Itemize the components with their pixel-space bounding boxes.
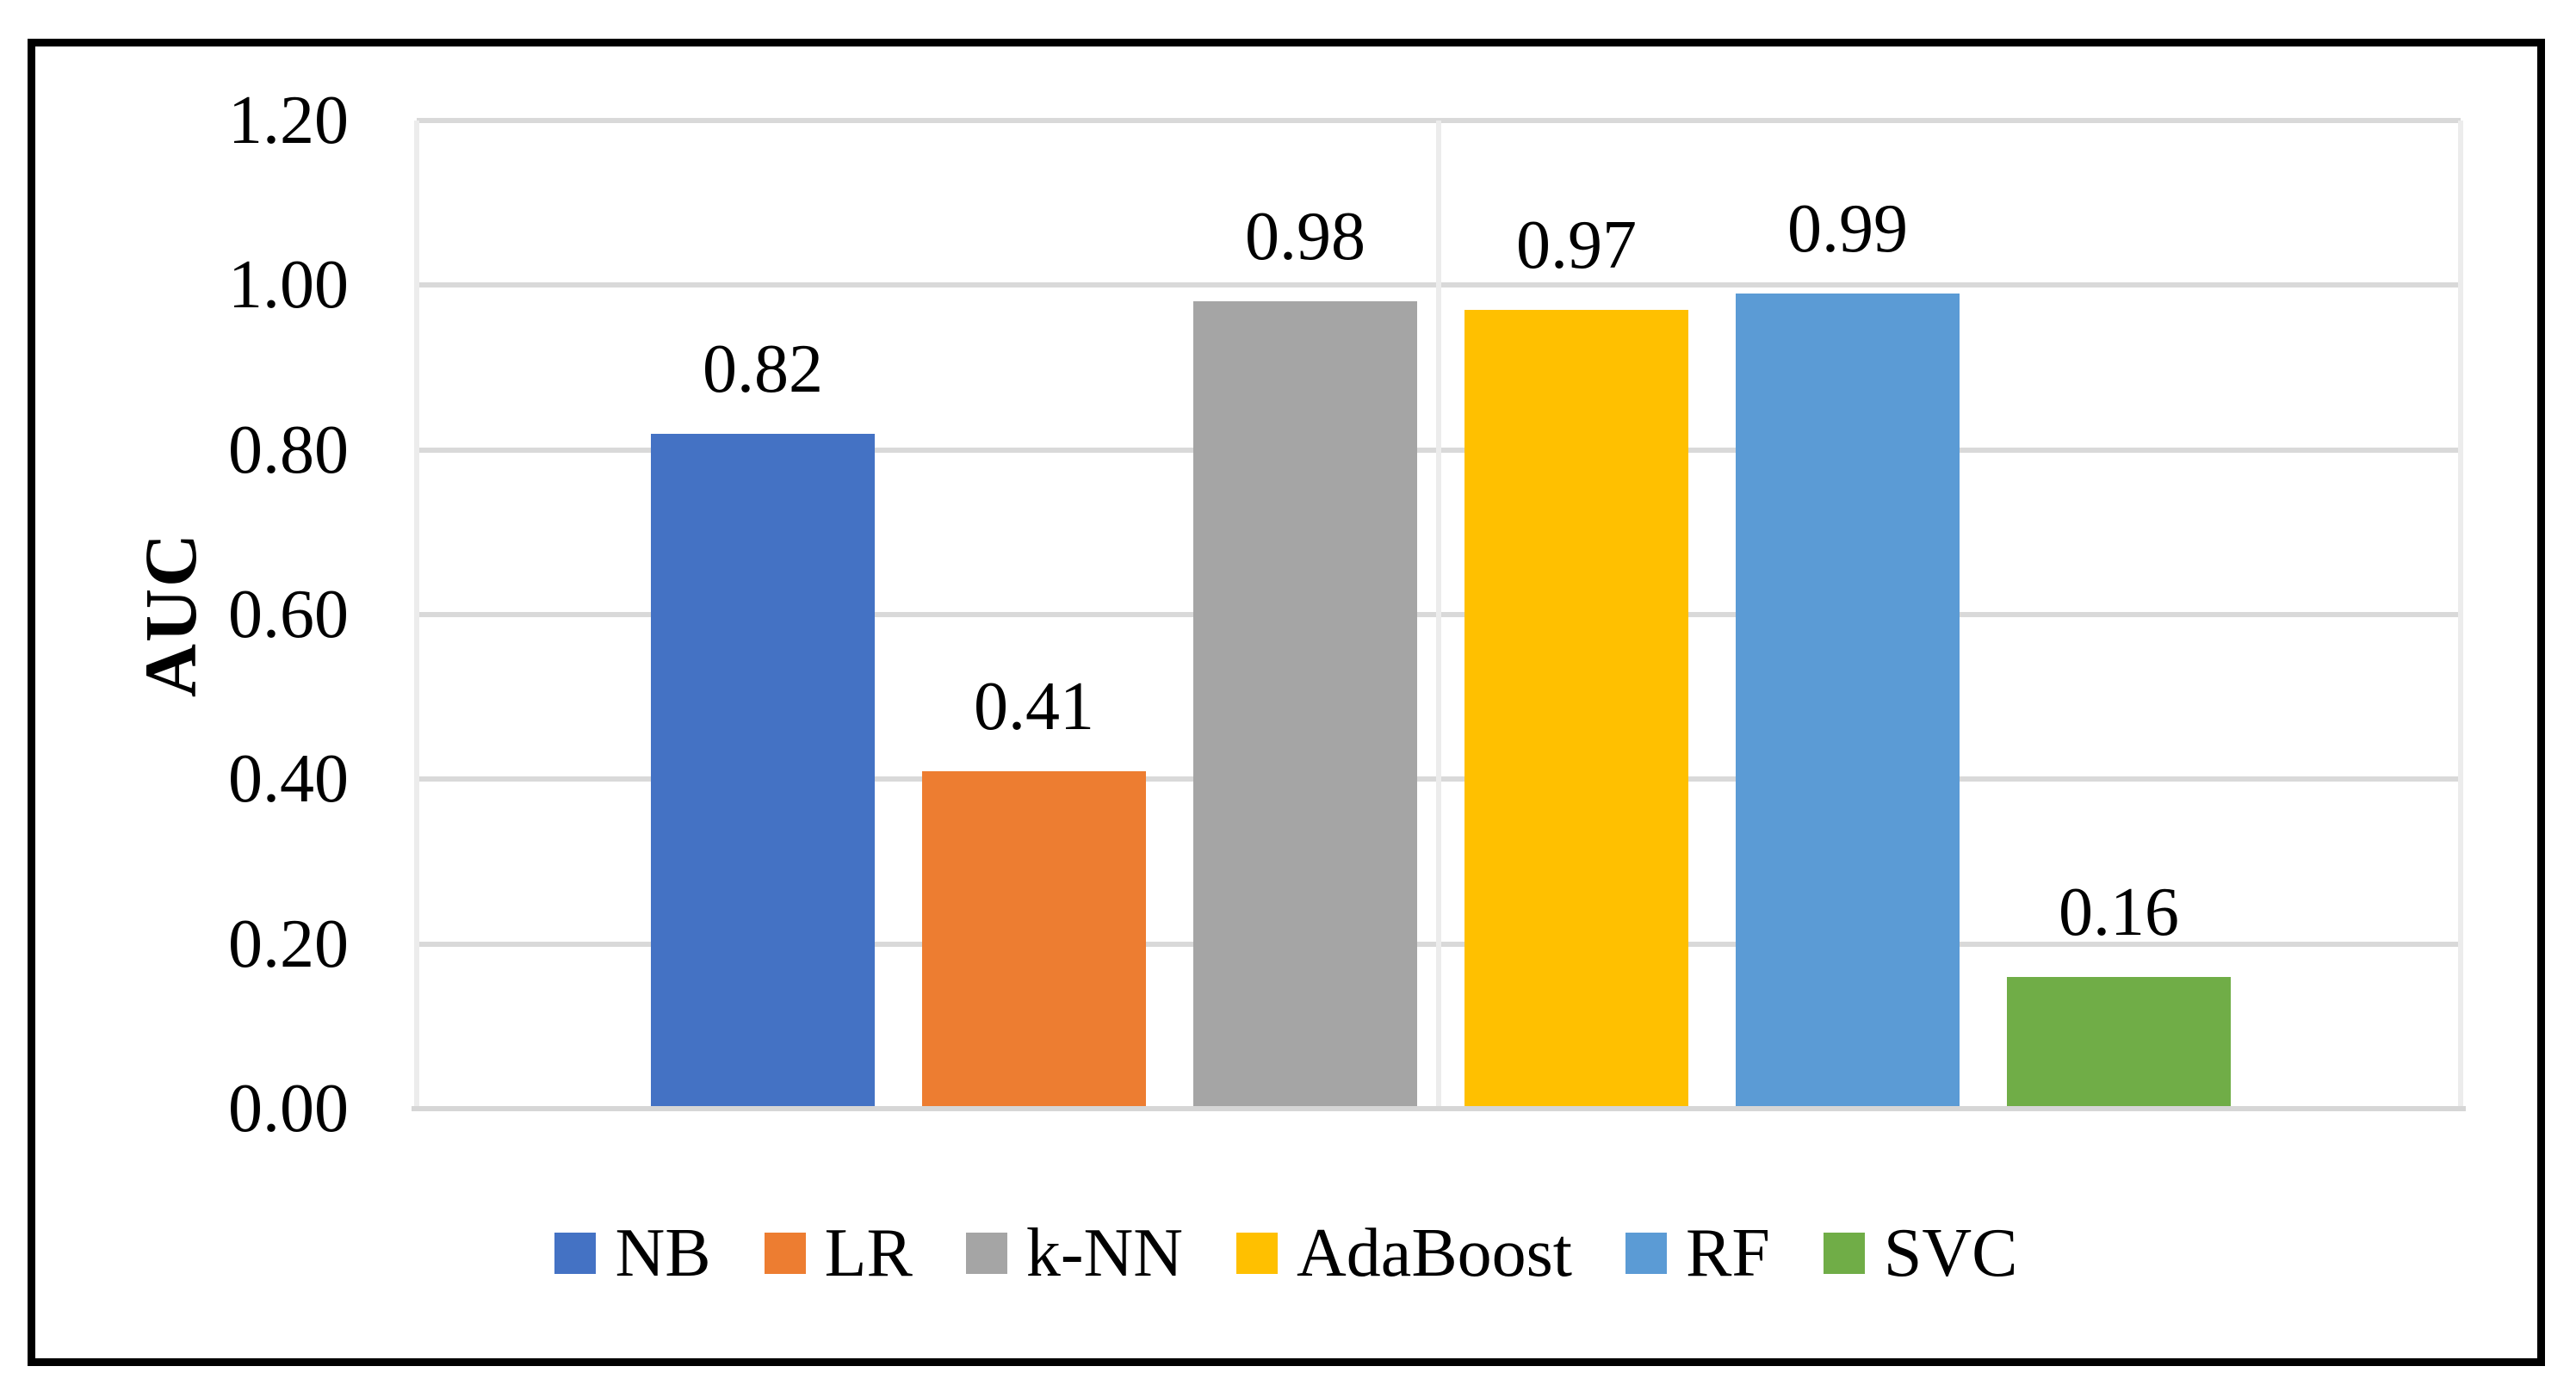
legend-label: LR bbox=[824, 1215, 913, 1291]
gridline-v bbox=[2458, 121, 2463, 1109]
bar-value-label-NB: 0.82 bbox=[703, 331, 823, 407]
bar-NB bbox=[651, 434, 875, 1109]
legend-label: NB bbox=[615, 1215, 711, 1291]
bar-AdaBoost bbox=[1464, 310, 1688, 1109]
y-tick-label: 1.20 bbox=[228, 83, 349, 158]
bar-value-label-LR: 0.41 bbox=[974, 669, 1094, 745]
bar-value-label-RF: 0.99 bbox=[1787, 191, 1908, 267]
legend-item-LR: LR bbox=[764, 1215, 913, 1291]
legend: NB LR k-NN AdaBoost RF SVC bbox=[35, 1212, 2537, 1295]
bar-k-NN bbox=[1193, 301, 1417, 1109]
y-tick-label: 0.80 bbox=[228, 411, 349, 488]
y-tick-label: 0.60 bbox=[228, 577, 349, 652]
bar-RF bbox=[1736, 294, 1960, 1109]
legend-label: SVC bbox=[1883, 1215, 2018, 1291]
legend-swatch-NB bbox=[554, 1233, 597, 1274]
legend-item-k-NN: k-NN bbox=[965, 1215, 1184, 1291]
y-tick-label: 0.00 bbox=[228, 1071, 349, 1147]
legend-swatch-SVC bbox=[1823, 1233, 1865, 1274]
gridline-v bbox=[414, 121, 419, 1109]
bar-value-label-AdaBoost: 0.97 bbox=[1516, 207, 1637, 283]
legend-item-RF: RF bbox=[1625, 1215, 1770, 1291]
bar-SVC bbox=[2007, 977, 2231, 1109]
bar-LR bbox=[922, 771, 1146, 1109]
legend-label: RF bbox=[1686, 1215, 1770, 1291]
y-tick-label: 0.20 bbox=[228, 906, 349, 982]
legend-label: AdaBoost bbox=[1297, 1215, 1573, 1291]
bar-value-label-k-NN: 0.98 bbox=[1245, 199, 1365, 275]
legend-swatch-LR bbox=[764, 1233, 806, 1274]
legend-item-AdaBoost: AdaBoost bbox=[1236, 1215, 1572, 1291]
y-tick-label: 1.00 bbox=[228, 247, 349, 324]
x-axis-line bbox=[412, 1106, 2466, 1111]
gridline-v bbox=[1436, 121, 1441, 1109]
legend-item-NB: NB bbox=[554, 1215, 711, 1291]
legend-item-SVC: SVC bbox=[1823, 1215, 2018, 1291]
legend-swatch-AdaBoost bbox=[1236, 1233, 1279, 1274]
plot-area bbox=[412, 118, 2466, 1111]
y-tick-label: 0.40 bbox=[228, 741, 349, 818]
legend-swatch-k-NN bbox=[965, 1233, 1007, 1274]
legend-swatch-RF bbox=[1625, 1233, 1668, 1274]
bar-value-label-SVC: 0.16 bbox=[2059, 875, 2179, 950]
legend-label: k-NN bbox=[1025, 1215, 1184, 1291]
